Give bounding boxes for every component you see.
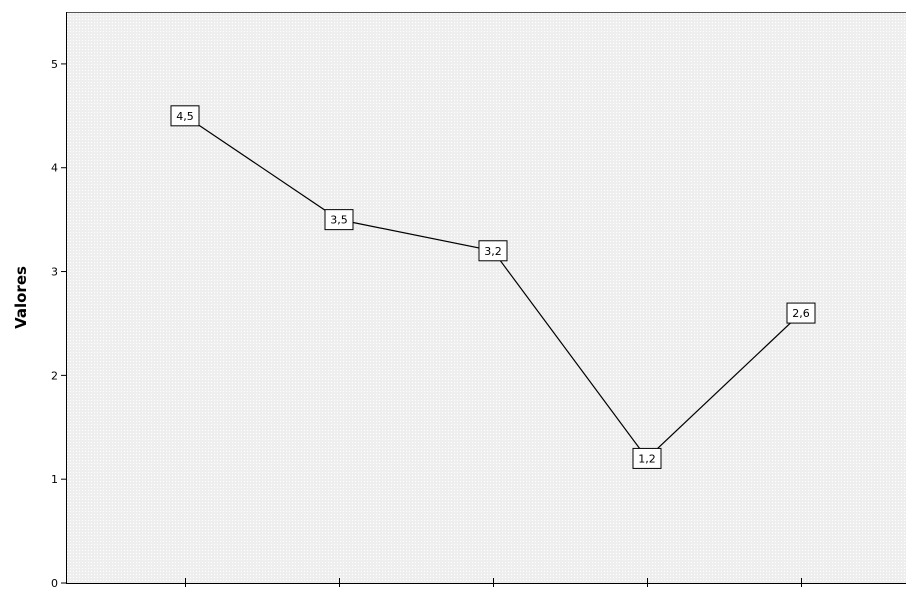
data-label-box bbox=[786, 302, 816, 324]
data-label-box bbox=[632, 447, 662, 469]
data-label: 4,5 bbox=[170, 105, 200, 127]
data-labels: 4,5 3,5 3,2 1,2 2,6 bbox=[170, 105, 816, 469]
y-tick-label: 3 bbox=[51, 266, 58, 279]
y-tick-label: 4 bbox=[51, 162, 58, 175]
data-label-text: 4,5 bbox=[176, 110, 194, 123]
y-axis-label: Valores bbox=[12, 266, 30, 329]
data-label-text: 3,5 bbox=[330, 214, 348, 227]
y-tick-label: 5 bbox=[51, 58, 58, 71]
y-tick-label: 0 bbox=[51, 577, 58, 587]
x-axis bbox=[66, 578, 906, 587]
data-label: 3,2 bbox=[478, 240, 508, 262]
y-tick-label: 1 bbox=[51, 473, 58, 486]
data-label-text: 2,6 bbox=[792, 307, 810, 320]
data-label: 3,5 bbox=[324, 209, 354, 231]
data-label: 2,6 bbox=[786, 302, 816, 324]
data-label-text: 3,2 bbox=[484, 245, 502, 258]
y-tick-label: 2 bbox=[51, 369, 58, 382]
data-label-text: 1,2 bbox=[638, 452, 656, 465]
y-axis: 0 1 2 3 4 5 bbox=[51, 12, 67, 590]
plot-area bbox=[66, 12, 906, 584]
data-label-box bbox=[478, 240, 508, 262]
data-label: 1,2 bbox=[632, 447, 662, 469]
data-label-box bbox=[170, 105, 200, 127]
data-label-box bbox=[324, 209, 354, 231]
